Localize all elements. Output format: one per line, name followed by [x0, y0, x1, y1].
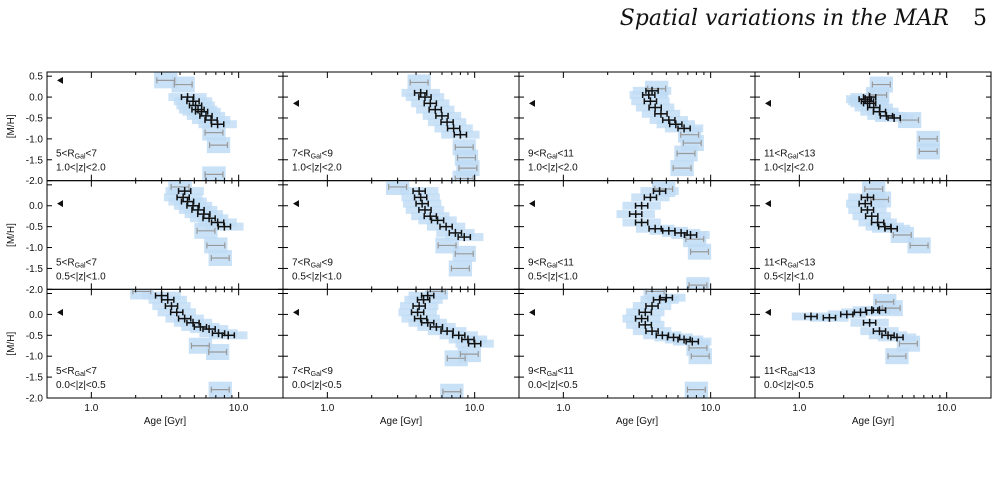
solar-marker-icon: [529, 99, 535, 107]
solar-marker-icon: [765, 308, 771, 316]
chart-grid: 5<RGal<7 1.0<|z|<2.0 0.5 0.0 -0.5 -1.0 -1.5 -2.…: [6, 71, 992, 427]
uncertainty-band: [686, 277, 710, 290]
y-tick-label: -2.0: [26, 394, 44, 405]
x-tick-label: 10.0: [465, 403, 485, 414]
y-tick-label: -1.5: [26, 373, 44, 384]
solar-marker-icon: [529, 308, 535, 316]
panel-radius-label: 9<RGal<11: [528, 257, 574, 269]
panel-height-label: 1.0<|z|<2.0: [56, 163, 106, 174]
panel-radius-label: 9<RGal<11: [528, 366, 574, 378]
panel-height-label: 0.5<|z|<1.0: [528, 271, 578, 282]
y-tick-label: -0.5: [26, 222, 44, 233]
y-tick-label: -1.0: [26, 243, 44, 254]
y-tick-label: 0.0: [29, 310, 43, 321]
y-tick-label: 0.0: [29, 201, 43, 212]
panel-radius-label: 5<RGal<7: [56, 257, 97, 269]
uncertainty-band: [424, 289, 449, 300]
y-tick-label: -2.0: [26, 285, 44, 296]
panel-height-label: 0.5<|z|<1.0: [56, 271, 106, 282]
panel-radius-label: 11<RGal<13: [764, 366, 816, 378]
y-tick-label: -1.0: [26, 134, 44, 145]
panel-radius-label: 7<RGal<9: [292, 257, 333, 269]
panel-radius-label: 5<RGal<7: [56, 366, 97, 378]
y-axis-label: [M/H]: [6, 223, 17, 247]
solar-marker-icon: [293, 308, 299, 316]
x-tick-label: 10.0: [229, 403, 249, 414]
panel-height-label: 0.0<|z|<0.5: [56, 380, 106, 391]
solar-marker-icon: [57, 308, 63, 316]
solar-marker-icon: [293, 200, 299, 208]
y-tick-label: 0.5: [29, 72, 43, 83]
panel-radius-label: 7<RGal<9: [292, 366, 333, 378]
panel-radius-label: 9<RGal<11: [528, 149, 574, 161]
y-axis-label: [M/H]: [6, 332, 17, 356]
x-axis-label: Age [Gyr]: [380, 416, 422, 427]
uncertainty-band: [202, 166, 226, 181]
x-tick-label: 1.0: [84, 403, 98, 414]
panel-height-label: 0.0<|z|<0.5: [528, 380, 578, 391]
solar-marker-icon: [765, 200, 771, 208]
uncertainty-band: [385, 180, 410, 195]
x-tick-label: 1.0: [556, 403, 570, 414]
panel-height-label: 1.0<|z|<2.0: [764, 163, 814, 174]
x-axis-label: Age [Gyr]: [616, 416, 658, 427]
y-axis-label: [M/H]: [6, 114, 17, 138]
y-tick-label: -1.5: [26, 264, 44, 275]
solar-marker-icon: [57, 76, 63, 84]
panel-height-label: 0.0<|z|<0.5: [764, 380, 814, 391]
panel-height-label: 1.0<|z|<2.0: [292, 163, 342, 174]
x-tick-label: 1.0: [320, 403, 334, 414]
y-tick-label: -0.5: [26, 113, 44, 124]
solar-marker-icon: [57, 200, 63, 208]
panel-height-label: 0.0<|z|<0.5: [292, 380, 342, 391]
y-tick-label: -1.0: [26, 352, 44, 363]
panel-height-label: 0.5<|z|<1.0: [292, 271, 342, 282]
panel-frame: [754, 288, 992, 399]
running-title: Spatial variations in the MAR: [619, 6, 949, 31]
panel-radius-label: 5<RGal<7: [56, 149, 97, 161]
uncertainty-band: [643, 289, 667, 300]
y-tick-label: -2.0: [26, 176, 44, 187]
x-tick-label: 1.0: [792, 403, 806, 414]
solar-marker-icon: [293, 99, 299, 107]
figure: 5<RGal<7 1.0<|z|<2.0 0.5 0.0 -0.5 -1.0 -1.5 -2.…: [0, 60, 1001, 471]
page-header: Spatial variations in the MAR 5: [0, 0, 1001, 40]
x-tick-label: 10.0: [937, 403, 957, 414]
panel-height-label: 0.5<|z|<1.0: [764, 271, 814, 282]
panel-radius-label: 7<RGal<9: [292, 149, 333, 161]
panel-radius-label: 11<RGal<13: [764, 149, 816, 161]
solar-marker-icon: [765, 99, 771, 107]
y-tick-label: 0.0: [29, 93, 43, 104]
page-number: 5: [973, 6, 987, 31]
x-axis-label: Age [Gyr]: [852, 416, 894, 427]
uncertainty-band: [440, 383, 464, 398]
panel-radius-label: 11<RGal<13: [764, 257, 816, 269]
uncertainty-band: [130, 289, 154, 300]
panel-height-label: 1.0<|z|<2.0: [528, 163, 578, 174]
uncertainty-band: [452, 170, 476, 181]
y-tick-label: -1.5: [26, 155, 44, 166]
x-tick-label: 10.0: [701, 403, 721, 414]
x-axis-label: Age [Gyr]: [144, 416, 186, 427]
solar-marker-icon: [529, 200, 535, 208]
y-tick-label: -0.5: [26, 331, 44, 342]
